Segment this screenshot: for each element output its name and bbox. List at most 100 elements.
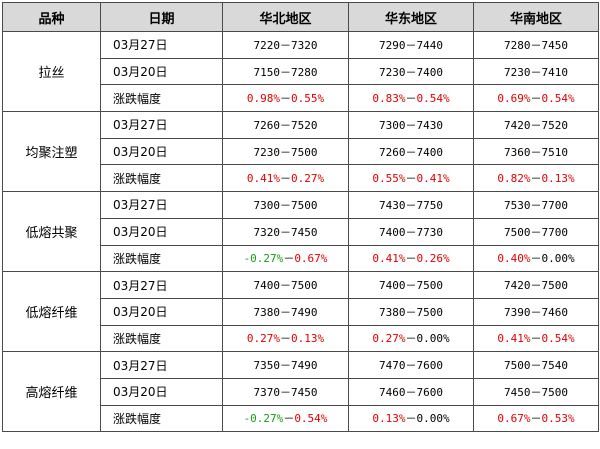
change-cell: -0.27%－0.67%	[222, 244, 349, 273]
table-row: 低熔纤维 03月27日 7400－7500 7400－7500 7420－7500	[2, 271, 599, 353]
price-range-cell: 7470－7600	[348, 351, 474, 379]
header-row: 品种 日期 华北地区 华东地区 华南地区	[2, 2, 599, 32]
change-percent: 0.27%	[291, 172, 325, 186]
price-range-cell: 7320－7450	[222, 217, 349, 246]
change-percent: 0.41%	[497, 332, 531, 346]
change-cell: 0.55%－0.41%	[348, 164, 474, 193]
range-separator: －	[405, 412, 417, 426]
range-separator: －	[530, 412, 542, 426]
price-range-cell: 7460－7600	[348, 377, 474, 406]
price-range-cell: 7420－7500	[473, 271, 599, 299]
price-range-cell: 7450－7500	[473, 377, 599, 406]
price-range-cell: 7420－7520	[473, 111, 599, 139]
header-north-china: 华北地区	[222, 2, 349, 32]
change-percent: 0.00%	[416, 332, 450, 346]
range-separator: －	[280, 332, 291, 346]
price-range-cell: 7380－7500	[348, 297, 474, 326]
change-cell: 0.27%－0.13%	[222, 324, 349, 353]
price-range-cell: 7230－7410	[473, 57, 599, 86]
price-table: 品种 日期 华北地区 华东地区 华南地区 拉丝 03月27日 7220－7320 72…	[2, 2, 599, 433]
table-row: 03月20日 7150－7280 7230－7400 7230－7410	[3, 57, 599, 86]
change-percent: 0.13%	[541, 172, 575, 186]
change-percent: 0.67%	[497, 412, 531, 426]
price-range-cell: 7360－7510	[473, 137, 599, 166]
change-cell: 0.41%－0.27%	[222, 164, 349, 193]
price-range-cell: 7300－7430	[348, 111, 474, 139]
price-range-cell: 7150－7280	[222, 57, 349, 86]
change-percent: 0.00%	[541, 252, 575, 266]
date-cell: 03月20日	[100, 217, 223, 246]
range-separator: －	[530, 332, 542, 346]
change-cell: 0.67%－0.53%	[473, 404, 599, 433]
date-cell: 03月20日	[100, 137, 223, 166]
product-name: 均聚注塑	[2, 111, 101, 193]
change-label: 涨跌幅度	[100, 324, 223, 353]
range-separator: －	[530, 92, 542, 106]
price-range-cell: 7260－7400	[348, 137, 474, 166]
date-cell: 03月27日	[100, 271, 223, 299]
change-percent: 0.41%	[246, 172, 280, 186]
header-date: 日期	[100, 2, 223, 32]
change-label: 涨跌幅度	[100, 404, 223, 433]
change-cell: 0.82%－0.13%	[473, 164, 599, 193]
price-range-cell: 7430－7750	[348, 191, 474, 219]
range-separator: －	[405, 252, 417, 266]
date-cell: 03月20日	[100, 297, 223, 326]
change-percent: 0.83%	[372, 92, 406, 106]
table-body: 拉丝 03月27日 7220－7320 7290－7440 7280－7450 03月20…	[2, 30, 599, 433]
change-cell: 0.41%－0.54%	[473, 324, 599, 353]
price-range-cell: 7370－7450	[222, 377, 349, 406]
change-percent: 0.82%	[497, 172, 531, 186]
range-separator: －	[280, 92, 291, 106]
change-percent: 0.26%	[416, 252, 450, 266]
change-percent: 0.27%	[246, 332, 280, 346]
change-percent: 0.54%	[541, 92, 575, 106]
range-separator: －	[405, 172, 417, 186]
change-percent: 0.41%	[416, 172, 450, 186]
date-cell: 03月27日	[100, 31, 223, 59]
product-name: 低熔共聚	[2, 191, 101, 273]
product-name: 拉丝	[2, 30, 101, 113]
price-range-cell: 7280－7450	[473, 31, 599, 59]
change-percent: 0.00%	[416, 412, 450, 426]
date-cell: 03月20日	[100, 57, 223, 86]
change-percent: 0.54%	[416, 92, 450, 106]
change-cell: -0.27%－0.54%	[222, 404, 349, 433]
table-row: 03月20日 7230－7500 7260－7400 7360－7510	[3, 137, 599, 166]
price-range-cell: 7220－7320	[222, 31, 349, 59]
price-range-cell: 7290－7440	[348, 31, 474, 59]
range-separator: －	[405, 92, 417, 106]
change-cell: 0.27%－0.00%	[348, 324, 474, 353]
range-separator: －	[405, 332, 417, 346]
table-row: 高熔纤维 03月27日 7350－7490 7470－7600 7500－7540	[2, 351, 599, 433]
change-cell: 0.98%－0.55%	[222, 84, 349, 113]
change-row: 涨跌幅度 -0.27%－0.67% 0.41%－0.26% 0.40%－0.00%	[3, 244, 599, 273]
change-label: 涨跌幅度	[100, 84, 223, 113]
change-percent: 0.69%	[497, 92, 531, 106]
price-range-cell: 7380－7490	[222, 297, 349, 326]
change-percent: 0.40%	[497, 252, 531, 266]
change-row: 涨跌幅度 -0.27%－0.54% 0.13%－0.00% 0.67%－0.53%	[3, 404, 599, 433]
date-cell: 03月20日	[100, 377, 223, 406]
header-south-china: 华南地区	[473, 2, 599, 32]
range-separator: －	[280, 172, 291, 186]
change-percent: 0.55%	[372, 172, 406, 186]
change-cell: 0.83%－0.54%	[348, 84, 474, 113]
header-east-china: 华东地区	[348, 2, 474, 32]
change-percent: 0.67%	[294, 252, 328, 266]
range-separator: －	[530, 252, 542, 266]
table-row: 拉丝 03月27日 7220－7320 7290－7440 7280－7450	[2, 30, 599, 113]
price-range-cell: 7260－7520	[222, 111, 349, 139]
change-percent: 0.54%	[294, 412, 328, 426]
change-cell: 0.41%－0.26%	[348, 244, 474, 273]
price-range-cell: 7390－7460	[473, 297, 599, 326]
date-cell: 03月27日	[100, 351, 223, 379]
change-label: 涨跌幅度	[100, 164, 223, 193]
product-name: 高熔纤维	[2, 351, 101, 433]
change-percent: -0.27%	[243, 412, 284, 426]
price-range-cell: 7500－7700	[473, 217, 599, 246]
date-cell: 03月27日	[100, 111, 223, 139]
change-cell: 0.40%－0.00%	[473, 244, 599, 273]
change-row: 涨跌幅度 0.27%－0.13% 0.27%－0.00% 0.41%－0.54%	[3, 324, 599, 353]
change-percent: 0.54%	[541, 332, 575, 346]
